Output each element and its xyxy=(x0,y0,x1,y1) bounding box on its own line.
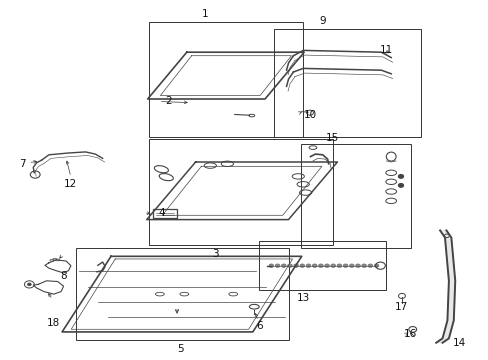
Polygon shape xyxy=(439,230,450,238)
Circle shape xyxy=(27,283,31,286)
Text: 6: 6 xyxy=(255,321,262,331)
Polygon shape xyxy=(435,338,448,343)
Text: 7: 7 xyxy=(19,159,25,169)
Text: 9: 9 xyxy=(319,16,325,26)
Text: 12: 12 xyxy=(64,179,78,189)
Circle shape xyxy=(324,264,329,267)
Text: 8: 8 xyxy=(60,271,67,282)
Text: 4: 4 xyxy=(158,208,164,218)
Polygon shape xyxy=(444,238,454,281)
Text: 16: 16 xyxy=(403,329,417,339)
Circle shape xyxy=(367,264,372,267)
Text: 17: 17 xyxy=(393,302,407,312)
Circle shape xyxy=(318,264,323,267)
Text: 14: 14 xyxy=(452,338,466,348)
Circle shape xyxy=(293,264,298,267)
Bar xyxy=(259,241,386,290)
Text: 1: 1 xyxy=(202,9,208,19)
Text: 15: 15 xyxy=(325,132,339,143)
Text: 11: 11 xyxy=(379,45,392,55)
Circle shape xyxy=(299,264,304,267)
Circle shape xyxy=(275,264,280,267)
Bar xyxy=(149,139,332,245)
Circle shape xyxy=(281,264,285,267)
Circle shape xyxy=(398,184,403,187)
Circle shape xyxy=(287,264,292,267)
Circle shape xyxy=(355,264,360,267)
Bar xyxy=(300,144,410,248)
Text: 18: 18 xyxy=(47,318,61,328)
Circle shape xyxy=(312,264,317,267)
Text: 13: 13 xyxy=(296,293,309,303)
Circle shape xyxy=(268,264,273,267)
Circle shape xyxy=(305,264,310,267)
Bar xyxy=(273,29,420,137)
Circle shape xyxy=(348,264,353,267)
Circle shape xyxy=(343,264,347,267)
Circle shape xyxy=(373,264,378,267)
Polygon shape xyxy=(442,320,453,338)
Text: 2: 2 xyxy=(165,96,172,106)
Bar xyxy=(149,22,303,137)
Text: 5: 5 xyxy=(177,344,184,354)
Circle shape xyxy=(398,175,403,178)
Polygon shape xyxy=(447,281,454,320)
Text: 3: 3 xyxy=(211,249,218,259)
Text: 10: 10 xyxy=(304,110,316,120)
Circle shape xyxy=(361,264,366,267)
Circle shape xyxy=(336,264,341,267)
Bar xyxy=(76,248,288,340)
Circle shape xyxy=(330,264,335,267)
